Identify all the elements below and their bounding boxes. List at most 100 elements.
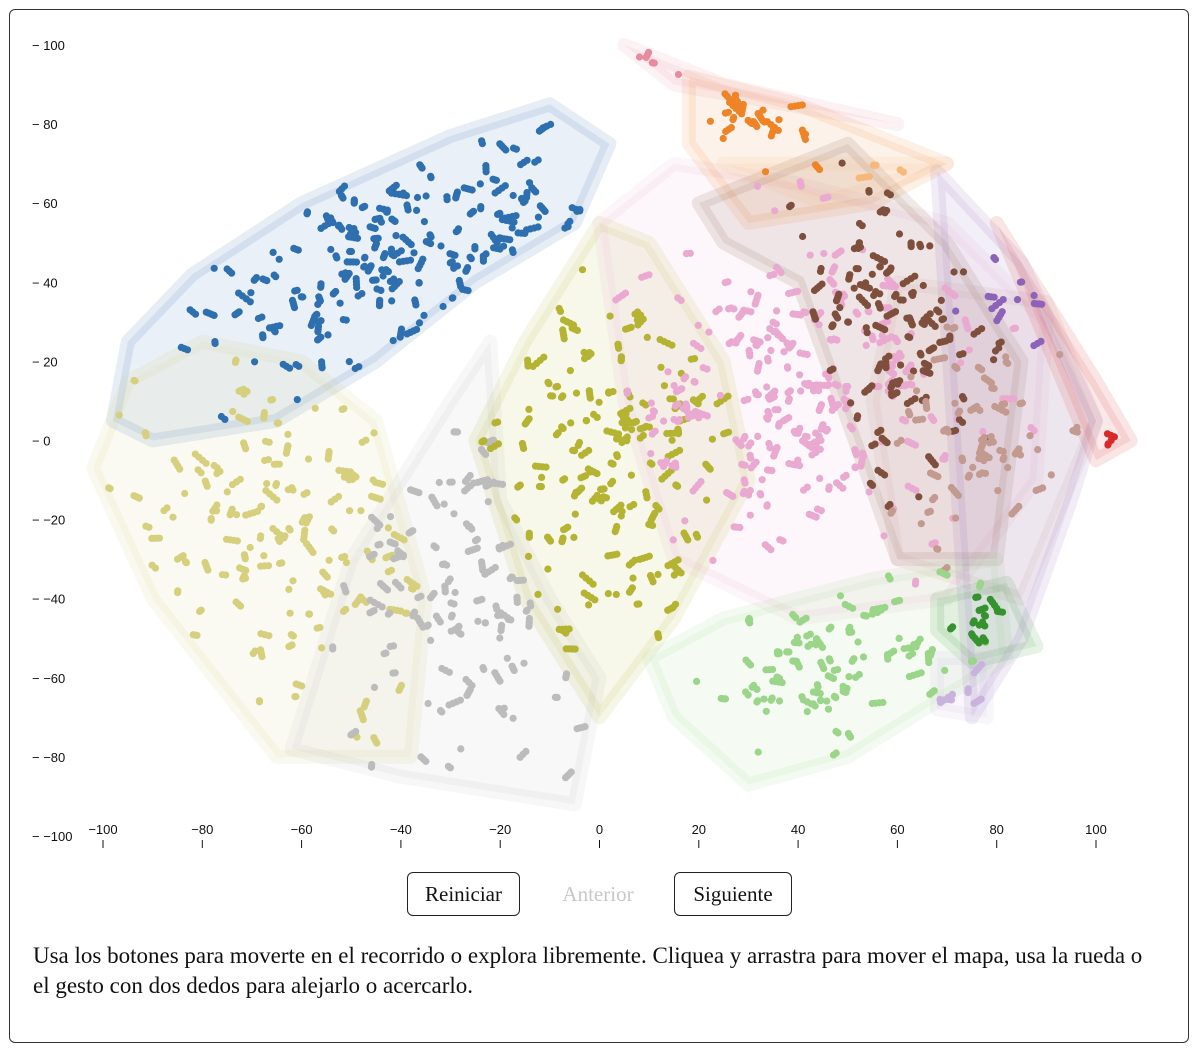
point[interactable] [928,540,936,548]
point[interactable] [761,168,770,176]
point[interactable] [319,568,327,576]
point[interactable] [213,501,221,509]
point[interactable] [890,370,898,378]
point[interactable] [866,479,875,487]
point[interactable] [990,356,998,364]
point[interactable] [395,686,403,695]
point[interactable] [742,656,750,664]
point[interactable] [770,270,778,279]
point[interactable] [391,217,399,225]
point[interactable] [959,268,968,276]
point[interactable] [862,282,870,290]
point[interactable] [880,532,888,540]
point[interactable] [931,493,939,502]
point[interactable] [761,541,769,549]
point[interactable] [346,247,354,256]
point[interactable] [525,529,533,537]
point[interactable] [827,623,835,631]
point[interactable] [689,487,697,495]
point[interactable] [553,382,562,391]
point[interactable] [552,431,561,439]
point[interactable] [604,590,612,598]
point[interactable] [951,323,959,332]
point[interactable] [804,642,812,651]
point[interactable] [466,685,474,694]
point[interactable] [831,380,839,388]
point[interactable] [708,435,717,443]
point[interactable] [723,489,731,497]
point[interactable] [896,166,904,174]
point[interactable] [737,441,745,450]
point[interactable] [264,456,272,464]
point[interactable] [660,382,669,390]
point[interactable] [693,677,701,686]
point[interactable] [746,619,754,627]
point[interactable] [142,432,150,440]
point[interactable] [525,405,533,413]
point[interactable] [379,480,387,488]
point[interactable] [952,514,960,522]
point[interactable] [415,489,423,497]
point[interactable] [454,623,462,631]
point[interactable] [930,344,938,352]
point[interactable] [725,340,733,348]
point[interactable] [909,367,918,375]
point[interactable] [861,388,869,396]
point[interactable] [885,352,893,360]
point[interactable] [902,368,910,376]
point[interactable] [597,497,606,505]
point[interactable] [623,433,631,441]
point[interactable] [740,397,748,405]
point[interactable] [959,457,967,465]
point[interactable] [809,700,817,708]
point[interactable] [1030,427,1038,435]
point[interactable] [970,657,978,665]
point[interactable] [926,242,934,250]
point[interactable] [736,523,744,532]
point[interactable] [181,558,190,566]
point[interactable] [815,432,823,440]
point[interactable] [824,705,833,713]
point[interactable] [865,488,873,496]
point[interactable] [931,461,939,469]
point[interactable] [950,268,958,276]
point[interactable] [888,391,896,400]
point[interactable] [376,540,384,549]
point[interactable] [730,305,738,313]
point[interactable] [617,357,625,365]
point[interactable] [615,344,623,352]
point[interactable] [466,471,474,480]
point[interactable] [371,224,379,233]
point[interactable] [820,249,828,258]
point[interactable] [435,478,443,487]
point[interactable] [815,165,824,174]
point[interactable] [968,630,976,638]
point[interactable] [580,589,588,597]
point[interactable] [674,556,682,564]
point[interactable] [674,430,683,438]
point[interactable] [373,524,381,533]
point[interactable] [783,648,791,656]
reset-button[interactable]: Reiniciar [407,872,520,916]
point[interactable] [275,559,284,568]
point[interactable] [874,466,882,474]
point[interactable] [412,301,420,309]
point[interactable] [293,396,301,404]
point[interactable] [773,650,782,658]
point[interactable] [560,335,568,343]
point[interactable] [980,433,988,442]
point[interactable] [606,312,614,320]
point[interactable] [390,278,398,286]
point[interactable] [995,344,1003,352]
point[interactable] [378,266,386,274]
point[interactable] [479,252,487,260]
point[interactable] [771,207,779,215]
point[interactable] [562,774,570,782]
point[interactable] [359,716,367,724]
point[interactable] [587,350,595,358]
point[interactable] [544,533,552,541]
point[interactable] [669,603,677,611]
point[interactable] [624,387,632,395]
point[interactable] [970,669,978,677]
point[interactable] [724,428,733,436]
